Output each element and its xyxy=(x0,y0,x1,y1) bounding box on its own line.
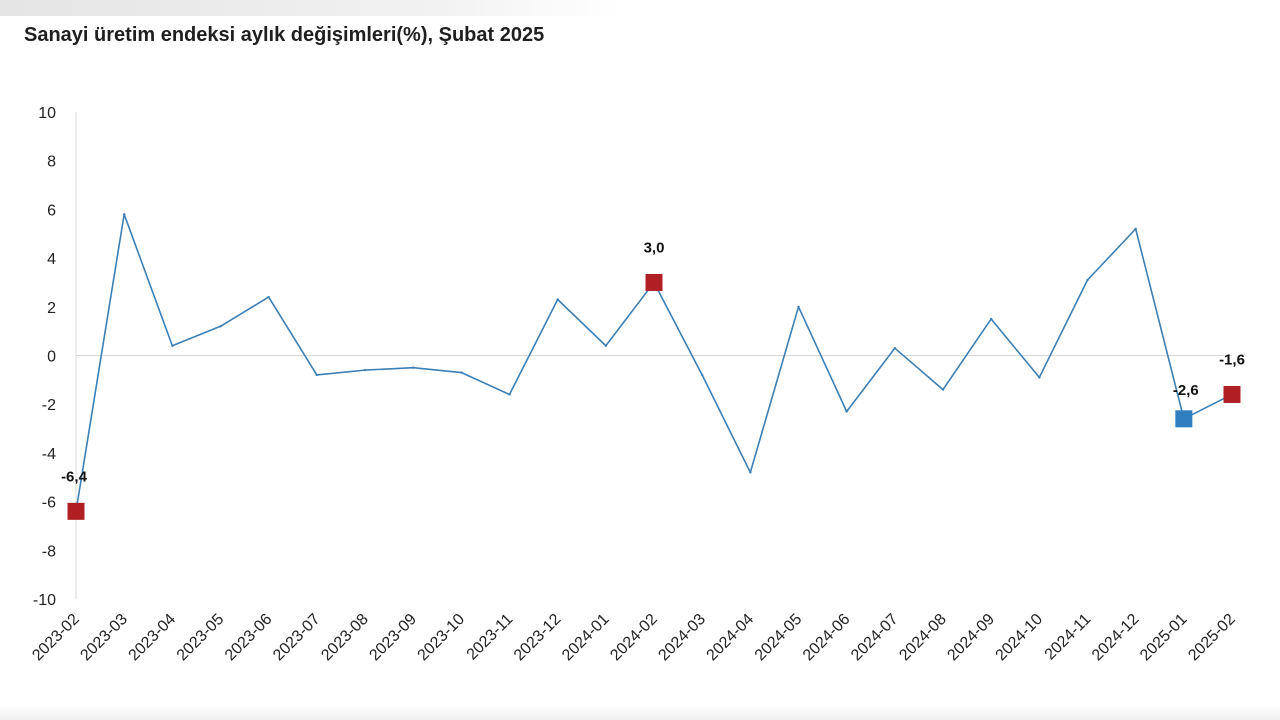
y-tick-label: -8 xyxy=(42,543,56,560)
y-tick-label: -10 xyxy=(33,592,56,609)
y-tick-label: 2 xyxy=(47,300,56,317)
highlight-marker xyxy=(67,502,85,520)
x-tick-label: 2023-08 xyxy=(318,611,372,665)
highlight-marker xyxy=(1175,410,1193,428)
data-point xyxy=(315,373,319,377)
data-point xyxy=(1086,278,1089,282)
y-tick-label: 6 xyxy=(47,202,56,219)
data-point xyxy=(893,346,897,350)
data-point xyxy=(989,317,993,321)
x-tick-label: 2025-02 xyxy=(1185,611,1239,665)
x-tick-label: 2024-02 xyxy=(607,611,661,665)
highlight-marker xyxy=(645,273,663,291)
y-tick-label: 0 xyxy=(47,349,56,366)
data-label: -2,6 xyxy=(1173,382,1199,399)
data-point xyxy=(508,393,511,396)
y-tick-label: -4 xyxy=(42,446,56,463)
data-point xyxy=(604,344,608,347)
data-point xyxy=(460,371,463,374)
data-point xyxy=(267,295,270,299)
data-label: -1,6 xyxy=(1219,351,1245,368)
x-tick-label: 2023-05 xyxy=(174,611,228,665)
x-tick-label: 2023-03 xyxy=(77,611,131,665)
chart-title: Sanayi üretim endeksi aylık değişimleri(… xyxy=(24,24,545,46)
x-tick-label: 2024-08 xyxy=(896,611,950,665)
data-point xyxy=(219,325,222,328)
x-tick-label: 2023-10 xyxy=(415,611,469,665)
data-point xyxy=(941,388,945,391)
x-tick-label: 2023-04 xyxy=(126,611,180,665)
x-tick-label: 2023-11 xyxy=(464,611,517,664)
data-point xyxy=(1038,376,1041,379)
x-tick-label: 2023-12 xyxy=(511,611,565,665)
x-tick-label: 2024-09 xyxy=(944,611,998,665)
data-point xyxy=(749,471,752,474)
x-tick-label: 2024-06 xyxy=(800,611,854,665)
x-tick-label: 2023-06 xyxy=(222,611,276,665)
y-tick-label: -2 xyxy=(42,397,56,414)
x-tick-label: 2024-05 xyxy=(752,611,806,665)
y-tick-label: 8 xyxy=(47,154,56,171)
x-tick-label: 2024-10 xyxy=(993,611,1047,665)
data-label: 3,0 xyxy=(644,239,665,256)
x-tick-label: 2024-03 xyxy=(655,611,709,665)
data-point xyxy=(1134,227,1137,231)
data-point xyxy=(845,410,848,413)
data-point xyxy=(122,213,126,216)
x-tick-label: 2024-07 xyxy=(848,611,902,665)
x-tick-label: 2024-11 xyxy=(1042,611,1095,664)
y-tick-label: 10 xyxy=(38,105,56,122)
data-point xyxy=(556,298,559,301)
data-point xyxy=(363,368,367,372)
series-line xyxy=(75,213,1233,512)
x-tick-label: 2024-04 xyxy=(704,611,758,665)
x-tick-label: 2025-01 xyxy=(1137,611,1191,665)
x-tick-label: 2023-09 xyxy=(366,611,420,665)
bottom-shade xyxy=(0,704,1280,720)
x-tick-label: 2023-07 xyxy=(270,611,324,665)
y-tick-label: 4 xyxy=(47,251,56,268)
data-point xyxy=(171,344,174,347)
data-point xyxy=(797,305,800,308)
x-tick-label: 2024-01 xyxy=(559,611,613,665)
data-label: -6,4 xyxy=(61,468,88,485)
x-tick-label: 2024-12 xyxy=(1089,611,1143,665)
data-point xyxy=(411,366,415,369)
data-point xyxy=(700,373,704,377)
top-shade xyxy=(0,0,620,16)
y-tick-label: -6 xyxy=(42,495,56,512)
x-tick-label: 2023-02 xyxy=(29,611,83,665)
highlight-marker xyxy=(1223,385,1241,403)
